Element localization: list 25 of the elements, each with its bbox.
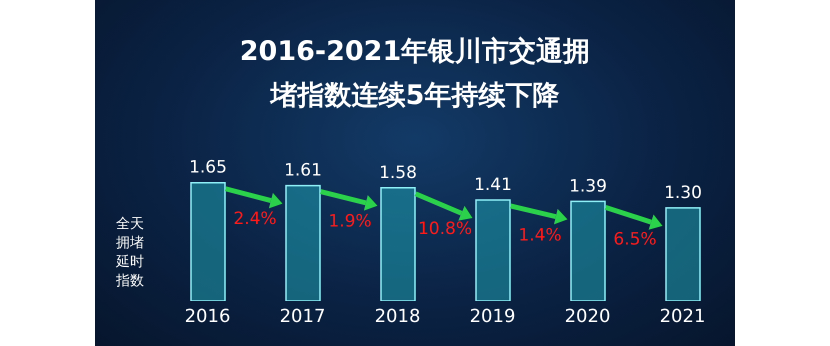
annotation: 1.4% — [518, 226, 562, 246]
data-label: 1.65 — [189, 158, 227, 178]
bar — [570, 200, 606, 301]
chart-title: 2016-2021年银川市交通拥堵指数连续5年持续下降 — [238, 35, 592, 113]
x-tick-label: 2017 — [280, 306, 326, 327]
data-label: 1.30 — [664, 182, 702, 203]
data-label: 1.61 — [284, 160, 322, 181]
x-tick-label: 2016 — [184, 306, 230, 327]
bar — [190, 182, 226, 301]
x-tick-label: 2019 — [470, 306, 516, 327]
y-axis-title: 全天拥堵延时指数 — [115, 215, 145, 291]
data-label: 1.39 — [569, 176, 607, 196]
bar — [380, 187, 416, 301]
x-tick-label: 2018 — [374, 306, 420, 327]
data-label: 1.41 — [474, 174, 512, 195]
bar — [285, 184, 321, 301]
x-tick-label: 2020 — [564, 306, 610, 327]
bar — [665, 207, 701, 301]
annotation: 2.4% — [233, 209, 277, 230]
annotation: 6.5% — [613, 230, 657, 250]
annotation: 1.9% — [328, 212, 372, 232]
annotation: 10.8% — [418, 218, 472, 239]
data-label: 1.58 — [379, 162, 417, 183]
bar — [475, 199, 511, 301]
x-tick-label: 2021 — [660, 306, 706, 327]
